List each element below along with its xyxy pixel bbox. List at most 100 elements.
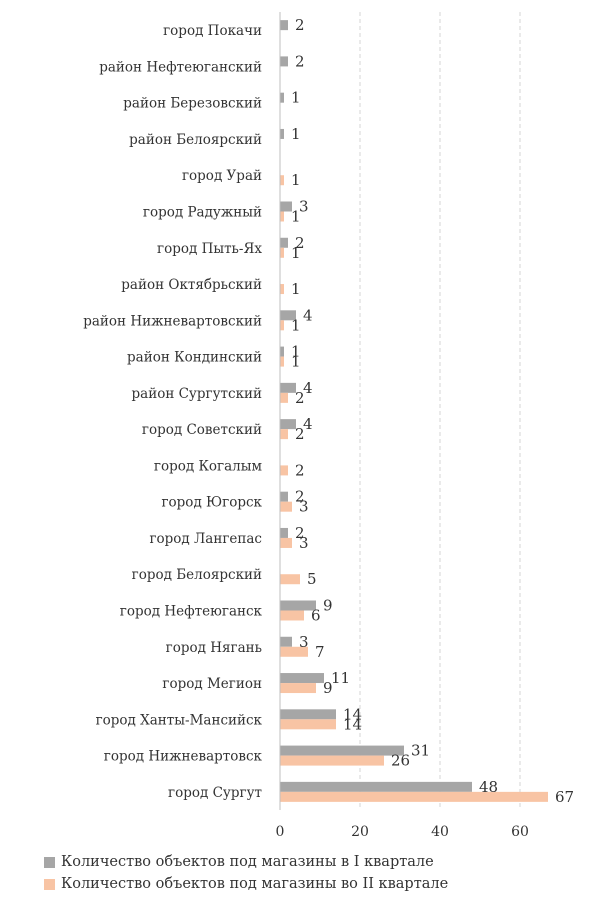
category-label: район Сургутский xyxy=(132,386,263,402)
bar-q1 xyxy=(280,346,284,357)
data-label-q2: 1 xyxy=(291,280,301,298)
data-label-q1: 2 xyxy=(295,234,305,252)
data-label-q1: 2 xyxy=(295,488,305,506)
bar-q2 xyxy=(280,320,284,331)
category-label: город Белоярский xyxy=(132,567,262,583)
data-label-q2: 2 xyxy=(295,425,305,443)
bar-q1 xyxy=(280,781,472,792)
x-tick-label-0: 0 xyxy=(276,824,285,840)
bar-q2 xyxy=(280,719,336,730)
bar-q2 xyxy=(280,610,304,621)
bar-q2 xyxy=(280,175,284,186)
data-label-q1: 1 xyxy=(291,125,301,143)
data-label-q2: 1 xyxy=(291,316,301,334)
bar-q2 xyxy=(280,755,384,766)
data-label-q1: 14 xyxy=(343,705,362,723)
bar-q2 xyxy=(280,646,308,657)
data-label-q1: 4 xyxy=(303,379,313,397)
data-label-q2: 14 xyxy=(343,715,362,733)
data-label-q1: 48 xyxy=(479,778,498,796)
category-label: город Нягань xyxy=(166,640,262,656)
category-label: район Белоярский xyxy=(129,132,262,148)
data-label-q2: 3 xyxy=(299,498,309,516)
category-label: город Когалым xyxy=(154,458,263,474)
data-label-q2: 1 xyxy=(291,171,301,189)
data-label-q2: 3 xyxy=(299,534,309,552)
bar-q2 xyxy=(280,574,300,585)
bar-q2 xyxy=(280,791,548,802)
bar-q2 xyxy=(280,247,284,258)
bar-chart: город Покачи район Нефтеюганский район Бер… xyxy=(83,12,574,840)
category-label: город Сургут xyxy=(168,785,262,801)
legend-label-q2: Количество объектов под магазины во II к… xyxy=(61,876,449,892)
category-label: город Урай xyxy=(182,168,262,184)
category-label: район Нижневартовский xyxy=(83,313,262,329)
category-label: район Кондинский xyxy=(127,350,262,366)
data-label-q2: 2 xyxy=(295,389,305,407)
bar-q2 xyxy=(280,284,284,295)
data-label-q1: 2 xyxy=(295,52,305,70)
bar-q2 xyxy=(280,211,284,222)
data-label-q2: 67 xyxy=(555,788,574,806)
data-label-q1: 4 xyxy=(303,415,313,433)
bar-q1 xyxy=(280,419,296,430)
category-label: город Лангепас xyxy=(149,531,262,547)
data-label-q2: 6 xyxy=(311,607,321,625)
data-labels: 2211131211411142422232359637119141431264… xyxy=(291,16,574,806)
bar-q1 xyxy=(280,237,288,248)
bar-q2 xyxy=(280,683,316,694)
data-label-q1: 2 xyxy=(295,16,305,34)
bar-q1 xyxy=(280,636,292,647)
category-labels: город Покачи район Нефтеюганский район Бер… xyxy=(83,23,262,801)
data-label-q2: 5 xyxy=(307,570,317,588)
data-label-q2: 1 xyxy=(291,208,301,226)
legend-item-q2: Количество объектов под магазины во II к… xyxy=(44,873,594,895)
bar-q1 xyxy=(280,382,296,393)
data-label-q1: 1 xyxy=(291,89,301,107)
bar-q1 xyxy=(280,201,292,212)
category-label: город Нефтеюганск xyxy=(120,604,263,620)
data-label-q1: 3 xyxy=(299,198,309,216)
category-label: город Покачи xyxy=(163,23,262,39)
legend: Количество объектов под магазины в I ква… xyxy=(44,851,594,895)
x-tick-label-60: 60 xyxy=(511,824,529,840)
bar-q1 xyxy=(280,20,288,31)
bar-q2 xyxy=(280,392,288,403)
bar-q1 xyxy=(280,673,324,684)
category-label: город Мегион xyxy=(162,676,262,692)
data-label-q2: 1 xyxy=(291,244,301,262)
legend-item-q1: Количество объектов под магазины в I ква… xyxy=(44,851,594,873)
bar-q2 xyxy=(280,356,284,367)
grid-lines xyxy=(359,12,521,810)
data-label-q1: 31 xyxy=(411,742,430,760)
legend-swatch-q2 xyxy=(44,878,55,890)
category-label: район Березовский xyxy=(123,96,262,112)
bar-q1 xyxy=(280,745,404,756)
bar-q1 xyxy=(280,56,288,67)
bar-q2 xyxy=(280,429,288,440)
category-label: город Нижневартовск xyxy=(104,749,263,765)
x-tick-label-20: 20 xyxy=(351,824,369,840)
data-label-q2: 9 xyxy=(323,679,333,697)
legend-label-q1: Количество объектов под магазины в I ква… xyxy=(61,854,434,870)
data-label-q2: 1 xyxy=(291,353,301,371)
category-label: город Югорск xyxy=(161,495,262,511)
x-tick-label-40: 40 xyxy=(431,824,449,840)
bar-q2 xyxy=(280,465,288,476)
bars xyxy=(280,20,548,802)
category-label: город Пыть-Ях xyxy=(157,241,262,257)
bar-q1 xyxy=(280,128,284,139)
data-label-q1: 4 xyxy=(303,306,313,324)
data-label-q2: 7 xyxy=(315,643,325,661)
x-tick-labels: 0 20 40 60 xyxy=(276,824,529,840)
category-label: район Нефтеюганский xyxy=(99,59,262,75)
legend-swatch-q1 xyxy=(44,856,55,868)
data-label-q2: 26 xyxy=(391,752,410,770)
bar-q1 xyxy=(280,92,284,103)
bar-q1 xyxy=(280,310,296,321)
bar-q1 xyxy=(280,527,288,538)
category-label: район Октябрьский xyxy=(121,277,262,293)
data-label-q1: 3 xyxy=(299,633,309,651)
bar-q1 xyxy=(280,600,316,611)
bar-q1 xyxy=(280,709,336,720)
